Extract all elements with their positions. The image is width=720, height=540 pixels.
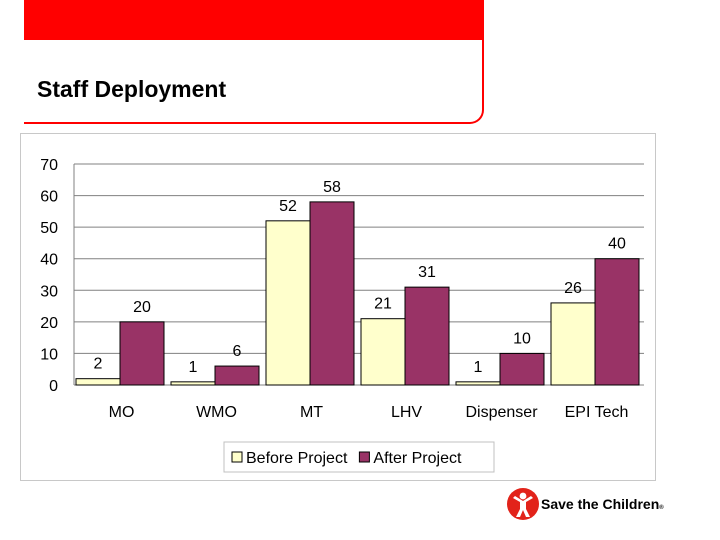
x-category-label: EPI Tech — [565, 404, 629, 421]
bar-before — [360, 318, 406, 386]
legend-swatch — [358, 451, 370, 463]
data-label: 20 — [133, 299, 151, 316]
data-label: 1 — [474, 359, 483, 376]
save-the-children-logo: Save the Children® — [505, 484, 715, 524]
data-label: 21 — [374, 296, 392, 313]
header-red-bar — [24, 0, 484, 40]
data-label: 2 — [94, 356, 103, 373]
y-tick-label: 20 — [40, 315, 58, 332]
y-tick-label: 50 — [40, 220, 58, 237]
data-label: 31 — [418, 264, 436, 281]
legend-label: After Project — [373, 450, 462, 467]
logo-text: Save the Children® — [541, 496, 664, 512]
x-axis-categories: MO WMO MT LHV Dispenser EPI Tech — [109, 404, 629, 421]
y-axis-ticks: 0 10 20 30 40 50 60 70 — [40, 157, 58, 395]
bar-after — [594, 258, 640, 386]
x-category-label: WMO — [196, 404, 237, 421]
chart-container: 0 10 20 30 40 50 60 70 2 20 1 6 52 58 21 31 1 10 26 40 MO W… — [20, 133, 656, 481]
data-label: 1 — [189, 359, 198, 376]
y-tick-label: 0 — [49, 378, 58, 395]
data-label: 26 — [564, 280, 582, 297]
y-tick-label: 40 — [40, 252, 58, 269]
legend-label: Before Project — [246, 450, 348, 467]
data-label: 6 — [233, 343, 242, 360]
bar-before — [265, 220, 311, 386]
bar-chart: 0 10 20 30 40 50 60 70 2 20 1 6 52 58 21 31 1 10 26 40 MO W… — [40, 157, 644, 473]
data-labels: 2 20 1 6 52 58 21 31 1 10 26 40 — [94, 179, 626, 376]
x-category-label: MT — [300, 404, 323, 421]
registered-mark: ® — [659, 505, 664, 511]
legend-swatch — [231, 451, 243, 463]
y-tick-label: 60 — [40, 189, 58, 206]
bar-before — [550, 302, 596, 386]
x-category-label: Dispenser — [465, 404, 538, 421]
data-label: 58 — [323, 179, 341, 196]
y-tick-label: 30 — [40, 283, 58, 300]
data-label: 10 — [513, 330, 531, 347]
x-category-label: LHV — [391, 404, 422, 421]
data-label: 40 — [608, 236, 626, 253]
child-figure-icon — [507, 488, 539, 520]
bar-after — [404, 286, 450, 386]
gridlines — [73, 163, 644, 386]
bar-after — [119, 321, 165, 386]
y-tick-label: 10 — [40, 346, 58, 363]
bar-before — [75, 378, 121, 386]
title-frame — [24, 40, 484, 124]
bar-after — [309, 201, 355, 386]
bars — [75, 201, 640, 386]
bar-before — [455, 381, 501, 386]
legend: Before Project After Project — [223, 441, 495, 473]
logo-wordmark: Save the Children — [541, 496, 660, 512]
x-category-label: MO — [109, 404, 135, 421]
slide-title: Staff Deployment — [37, 76, 227, 102]
data-label: 52 — [279, 198, 297, 215]
bar-after — [214, 365, 260, 386]
y-tick-label: 70 — [40, 157, 58, 174]
bar-before — [170, 381, 216, 386]
bar-after — [499, 352, 545, 386]
